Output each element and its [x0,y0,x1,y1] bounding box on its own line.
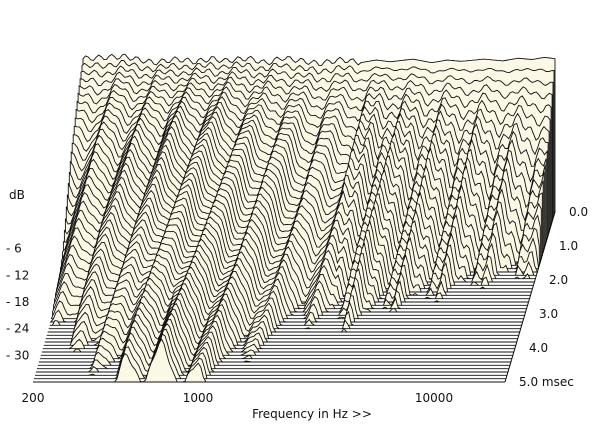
time-tick-label: 1.0 [559,239,578,253]
y-tick-label: - 12 [6,268,29,282]
time-axis-ticks: 0.0 1.0 2.0 3.0 4.0 5.0 msec [519,205,588,389]
time-tick-label: 3.0 [539,307,558,321]
floor-grid [504,211,556,383]
y-axis-title: dB [9,188,25,202]
time-tick-label: 2.0 [549,273,568,287]
decay-slice [33,338,505,383]
y-tick-label: - 6 [6,242,22,256]
y-axis-ticks: - 6 - 12 - 18 - 24 - 30 [6,242,29,363]
time-tick-label: 4.0 [529,341,548,355]
time-tick-label: 5.0 msec [519,375,574,389]
time-axis-line [504,211,556,383]
x-tick-label: 200 [22,391,45,405]
y-tick-label: - 30 [6,348,29,362]
x-axis-ticks: 200 1000 10000 [22,391,454,405]
time-tick-label: 0.0 [569,205,588,219]
y-tick-label: - 18 [6,295,29,309]
x-axis-title: Frequency in Hz >> [252,407,372,421]
x-tick-label: 1000 [183,391,214,405]
cumulative-spectral-decay-slices [33,53,556,383]
x-tick-label: 10000 [415,391,453,405]
y-tick-label: - 24 [6,322,29,336]
